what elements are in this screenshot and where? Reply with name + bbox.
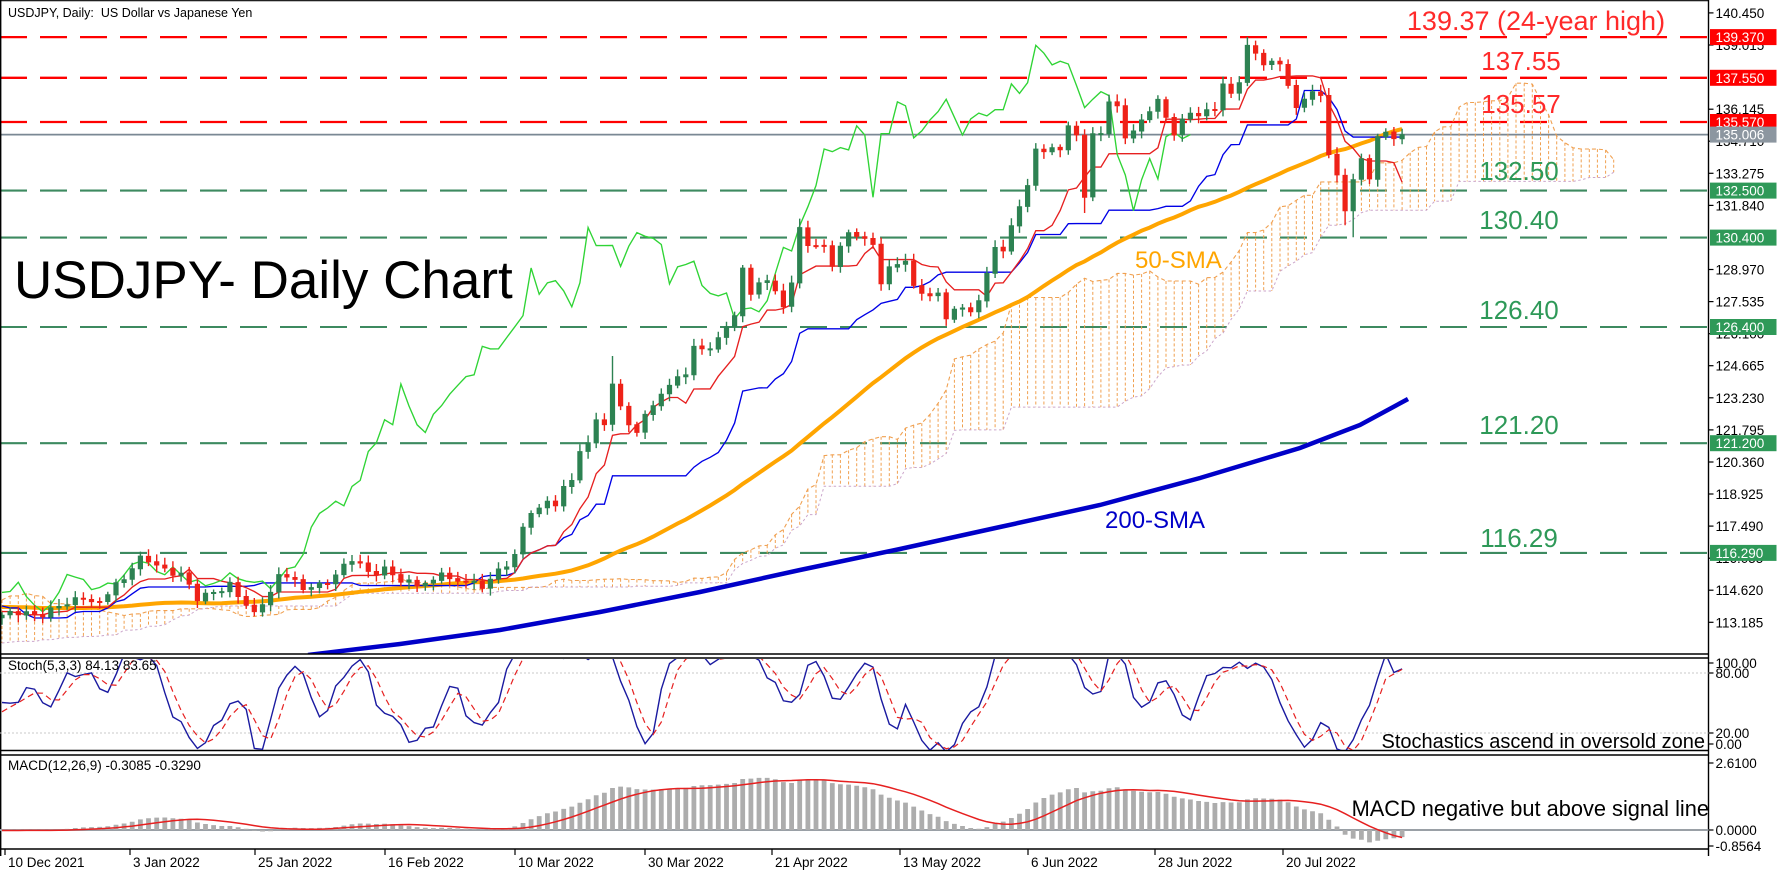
svg-text:139.37 (24-year high): 139.37 (24-year high): [1407, 6, 1665, 36]
svg-text:0.0000: 0.0000: [1716, 823, 1757, 838]
svg-text:30 Mar 2022: 30 Mar 2022: [648, 855, 724, 870]
svg-text:123.230: 123.230: [1716, 391, 1765, 406]
svg-text:133.275: 133.275: [1716, 166, 1765, 181]
svg-text:120.360: 120.360: [1716, 455, 1765, 470]
svg-text:121.795: 121.795: [1716, 423, 1765, 438]
svg-text:130.40: 130.40: [1479, 205, 1559, 235]
svg-text:80.00: 80.00: [1716, 666, 1750, 681]
svg-text:136.145: 136.145: [1716, 102, 1765, 117]
svg-text:10 Dec 2021: 10 Dec 2021: [8, 855, 85, 870]
svg-text:126.40: 126.40: [1479, 295, 1559, 325]
svg-text:114.620: 114.620: [1716, 583, 1764, 598]
svg-text:25 Jan 2022: 25 Jan 2022: [258, 855, 332, 870]
svg-text:16 Feb 2022: 16 Feb 2022: [388, 855, 464, 870]
svg-text:137.550: 137.550: [1716, 71, 1765, 86]
svg-text:128.970: 128.970: [1716, 263, 1765, 278]
svg-text:132.50: 132.50: [1479, 156, 1559, 186]
svg-text:121.200: 121.200: [1716, 436, 1765, 451]
svg-text:USDJPY, Daily: US Dollar vs J: USDJPY, Daily: US Dollar vs Japanese Yen: [8, 6, 252, 20]
svg-text:50-SMA: 50-SMA: [1135, 247, 1222, 274]
svg-text:USDJPY- Daily Chart: USDJPY- Daily Chart: [14, 251, 513, 310]
svg-text:2.6100: 2.6100: [1716, 756, 1757, 771]
svg-text:0.00: 0.00: [1716, 737, 1742, 752]
svg-text:20.00: 20.00: [1716, 726, 1750, 741]
svg-text:127.535: 127.535: [1716, 295, 1765, 310]
svg-text:121.20: 121.20: [1479, 410, 1559, 440]
svg-text:MACD negative but above signal: MACD negative but above signal line: [1352, 796, 1709, 821]
svg-text:MACD(12,26,9) -0.3085 -0.3290: MACD(12,26,9) -0.3085 -0.3290: [8, 758, 201, 773]
svg-text:100.00: 100.00: [1716, 656, 1757, 671]
svg-text:135.006: 135.006: [1716, 128, 1765, 143]
svg-text:124.665: 124.665: [1716, 359, 1765, 374]
svg-text:113.185: 113.185: [1716, 615, 1764, 630]
svg-text:131.840: 131.840: [1716, 198, 1765, 213]
svg-text:135.57: 135.57: [1481, 89, 1561, 119]
svg-text:-0.8564: -0.8564: [1716, 839, 1762, 854]
svg-text:200-SMA: 200-SMA: [1105, 507, 1205, 534]
svg-text:10 Mar 2022: 10 Mar 2022: [518, 855, 594, 870]
svg-text:116.29: 116.29: [1480, 523, 1558, 553]
svg-text:Stochastics ascend in oversold: Stochastics ascend in oversold zone: [1381, 731, 1705, 753]
svg-text:130.400: 130.400: [1716, 231, 1765, 246]
svg-text:140.450: 140.450: [1716, 6, 1765, 21]
svg-text:28 Jun 2022: 28 Jun 2022: [1158, 855, 1232, 870]
svg-text:13 May 2022: 13 May 2022: [903, 855, 981, 870]
svg-text:Stoch(5,3,3) 84.13 83.65: Stoch(5,3,3) 84.13 83.65: [8, 658, 157, 673]
svg-text:139.370: 139.370: [1716, 30, 1765, 45]
svg-text:135.570: 135.570: [1716, 115, 1765, 130]
svg-text:6 Jun 2022: 6 Jun 2022: [1031, 855, 1098, 870]
svg-text:20 Jul 2022: 20 Jul 2022: [1286, 855, 1356, 870]
svg-text:117.490: 117.490: [1716, 519, 1764, 534]
svg-text:3 Jan 2022: 3 Jan 2022: [133, 855, 200, 870]
svg-text:116.290: 116.290: [1716, 546, 1764, 561]
svg-text:21 Apr 2022: 21 Apr 2022: [775, 855, 848, 870]
svg-text:118.925: 118.925: [1716, 487, 1764, 502]
svg-text:126.400: 126.400: [1716, 320, 1765, 335]
svg-text:137.55: 137.55: [1481, 46, 1561, 76]
svg-text:132.500: 132.500: [1716, 184, 1765, 199]
